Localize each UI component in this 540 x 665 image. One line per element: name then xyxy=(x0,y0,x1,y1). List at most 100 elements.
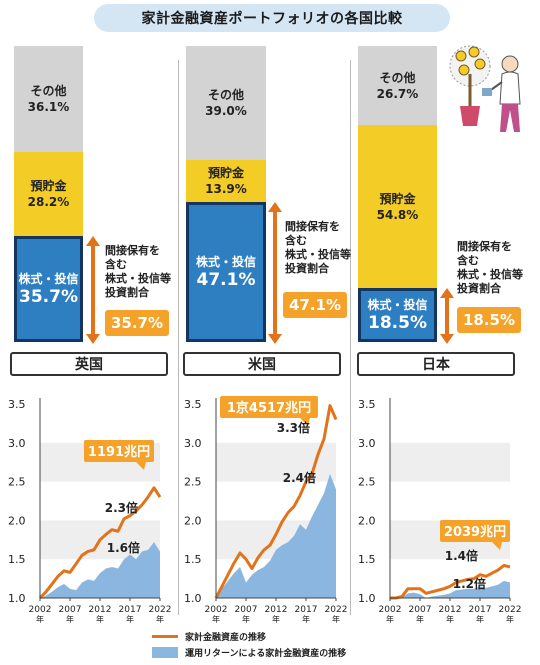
uk-area-multiple-label: 1.6倍 xyxy=(107,540,140,555)
jp-y-tick-label: 2.5 xyxy=(358,476,376,489)
jp-savings-segment: 預貯金 54.8% xyxy=(358,125,437,288)
jp-total-callout: 2039兆円 xyxy=(444,524,506,540)
uk-y-tick-label: 2.5 xyxy=(8,476,26,489)
uk-stocks-value: 35.7% xyxy=(19,287,78,307)
uk-total-callout: 1191兆円 xyxy=(88,444,150,460)
jp-x-tick-label: 2017 xyxy=(469,605,492,615)
us-savings-value: 13.9% xyxy=(205,182,247,196)
us-other-segment: その他 39.0% xyxy=(186,46,266,160)
uk-x-tick-label: 2022 xyxy=(149,605,172,615)
us-area-multiple-label: 2.4倍 xyxy=(283,470,316,485)
column-divider xyxy=(178,60,179,615)
money-tree-illustration xyxy=(449,45,521,132)
uk-x-tick-label: 2007 xyxy=(59,605,82,615)
uk-range-arrow xyxy=(86,236,100,344)
us-x-tick-label: 2022 xyxy=(325,605,348,615)
uk-growth-svg: 1.01.52.02.53.03.52002年2007年2012年2017年20… xyxy=(8,398,172,624)
us-line-series xyxy=(214,404,338,599)
uk-savings-value: 28.2% xyxy=(27,195,70,209)
uk-stocks-segment: 株式・投信 35.7% xyxy=(14,236,83,342)
uk-x-tick-suffix: 年 xyxy=(126,614,134,624)
jp-other-segment: その他 26.7% xyxy=(358,46,437,125)
us-x-tick-suffix: 年 xyxy=(242,614,250,624)
us-y-tick-label: 3.0 xyxy=(184,437,202,450)
uk-x-tick-suffix: 年 xyxy=(36,614,44,624)
us-area-series xyxy=(216,473,336,598)
legend-area-label: 運用リターンによる家計金融資産の推移 xyxy=(185,648,347,659)
uk-stocks-label: 株式・投信 xyxy=(18,272,79,286)
jp-y-tick-label: 1.5 xyxy=(358,553,376,566)
legend-line-label: 家計金融資産の推移 xyxy=(185,632,267,643)
jp-x-tick-suffix: 年 xyxy=(476,614,484,624)
legend-item-line: 家計金融資産の推移 xyxy=(152,628,346,644)
jp-invest-pct-badge: 18.5% xyxy=(457,307,521,333)
country-label-us: 米国 xyxy=(183,352,341,376)
uk-total-callout-pointer xyxy=(136,462,146,470)
us-grid-band xyxy=(216,442,336,482)
legend-area-swatch xyxy=(152,646,178,658)
page-title: 家計金融資産ポートフォリオの各国比較 xyxy=(94,4,450,32)
jp-y-tick-label: 3.5 xyxy=(358,398,376,411)
us-range-arrow xyxy=(268,202,282,344)
jp-growth-chart: 1.0 1.5 2.0 2.5 3.0 3.5 2002 年 2007 年 2012 年 2017 年 20… xyxy=(350,388,528,628)
us-total-callout: 1京4517兆円 xyxy=(227,400,311,416)
jp-total-callout-pointer xyxy=(492,542,502,550)
us-other-label: その他 xyxy=(207,88,244,102)
jp-y-tick-label: 1.0 xyxy=(358,592,376,605)
us-line-multiple-label: 3.3倍 xyxy=(277,420,310,435)
us-growth-svg: 1.01.52.02.53.03.52002年2007年2012年2017年20… xyxy=(184,396,348,624)
legend-item-area: 運用リターンによる家計金融資産の推移 xyxy=(152,644,346,660)
jp-other-value: 26.7% xyxy=(376,86,419,101)
jp-x-tick-label: 2022 xyxy=(499,605,522,615)
us-invest-pct-badge: 47.1% xyxy=(283,292,347,318)
jp-range-arrow xyxy=(440,288,454,344)
uk-other-value: 36.1% xyxy=(27,100,70,114)
legend-line-swatch xyxy=(152,634,178,638)
jp-total-callout-box xyxy=(440,520,510,542)
us-y-tick-label: 2.5 xyxy=(184,476,202,489)
uk-invest-note: 間接保有を 含む 株式・投信等 投資割合 xyxy=(105,244,171,299)
uk-y-tick-label: 2.0 xyxy=(8,514,26,527)
jp-line-multiple-label: 1.4倍 xyxy=(445,548,478,563)
uk-growth-chart: 1.0 1.5 2.0 2.5 3.0 3.5 2002 年 2007 年 2012 年 2017 年 20… xyxy=(0,388,178,628)
jp-x-tick-suffix: 年 xyxy=(416,614,424,624)
uk-x-tick-suffix: 年 xyxy=(96,614,104,624)
jp-x-tick-label: 2002 xyxy=(379,605,402,615)
us-y-tick-label: 1.0 xyxy=(184,592,202,605)
uk-x-tick-suffix: 年 xyxy=(156,614,164,624)
us-total-callout-pointer xyxy=(300,418,310,426)
jp-x-tick-suffix: 年 xyxy=(506,614,514,624)
uk-y-tick-label: 3.0 xyxy=(8,437,26,450)
uk-area-series xyxy=(40,542,160,598)
uk-total-callout-box xyxy=(84,440,154,462)
chart-legend: 家計金融資産の推移 運用リターンによる家計金融資産の推移 xyxy=(152,628,346,660)
jp-growth-svg: 1.01.52.02.53.03.52002年2007年2012年2017年20… xyxy=(358,398,522,624)
jp-invest-note: 間接保有を 含む 株式・投信等 投資割合 xyxy=(457,240,523,295)
jp-savings-value: 54.8% xyxy=(376,207,419,222)
uk-y-tick-label: 1.0 xyxy=(8,592,26,605)
uk-x-tick-label: 2012 xyxy=(89,605,112,615)
jp-other-label: その他 xyxy=(379,70,416,85)
us-invest-note: 間接保有を 含む 株式・投信等 投資割合 xyxy=(285,220,351,275)
country-label-jp: 日本 xyxy=(357,352,515,376)
us-x-tick-label: 2012 xyxy=(265,605,288,615)
us-x-tick-label: 2002 xyxy=(205,605,228,615)
jp-line-series xyxy=(390,563,511,600)
us-stocks-label: 株式・投信 xyxy=(195,255,256,269)
uk-savings-segment: 預貯金 28.2% xyxy=(14,152,83,236)
jp-x-tick-suffix: 年 xyxy=(446,614,454,624)
us-other-value: 39.0% xyxy=(205,104,247,118)
uk-x-tick-suffix: 年 xyxy=(66,614,74,624)
us-x-tick-label: 2007 xyxy=(235,605,258,615)
uk-line-series xyxy=(38,486,162,600)
uk-y-tick-label: 1.5 xyxy=(8,553,26,566)
jp-savings-label: 預貯金 xyxy=(379,191,416,206)
us-x-tick-suffix: 年 xyxy=(272,614,280,624)
jp-x-tick-suffix: 年 xyxy=(386,614,394,624)
uk-line-multiple-label: 2.3倍 xyxy=(105,500,138,515)
us-total-callout-box xyxy=(220,396,318,418)
jp-y-tick-label: 3.0 xyxy=(358,437,376,450)
jp-x-tick-label: 2007 xyxy=(409,605,432,615)
jp-area-series xyxy=(390,580,510,598)
uk-y-tick-label: 3.5 xyxy=(8,398,26,411)
